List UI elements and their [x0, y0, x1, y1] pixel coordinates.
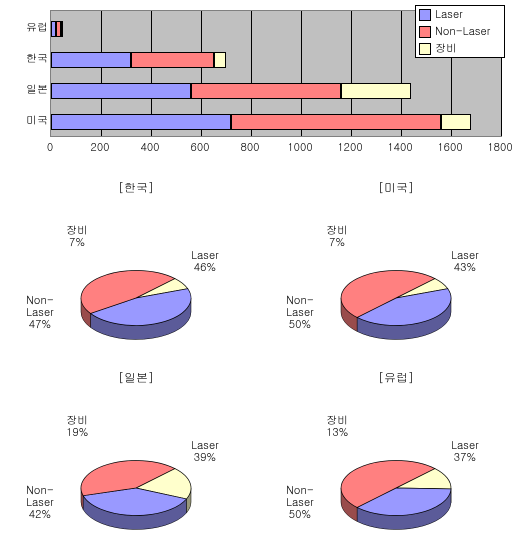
pie-cell: [일본] Laser39% Non-Laser42% 장비19%: [6, 365, 266, 555]
legend-label: 장비: [435, 41, 457, 56]
x-axis-label: 1400: [387, 140, 412, 155]
pie-chart: [6, 198, 266, 363]
pie-label-equip: 장비7%: [66, 225, 88, 249]
pie-cell: [한국] Laser46% Non-Laser47% 장비7%: [6, 175, 266, 365]
pie-label-nonlaser: Non-Laser47%: [26, 295, 54, 331]
bar-chart: Laser Non-Laser 장비 유럽한국일본미국 0 200 400 600 800 1…: [10, 5, 510, 165]
bar-segment-laser: [51, 83, 191, 99]
legend-item: 장비: [416, 40, 504, 57]
pie-label-equip: 장비7%: [326, 225, 348, 249]
pie-title: [유럽]: [266, 369, 526, 386]
bar-segment-nonlaser: [231, 114, 441, 130]
x-axis-label: 1200: [337, 140, 362, 155]
legend-label: Non-Laser: [435, 24, 490, 39]
y-axis-label: 한국: [10, 51, 48, 66]
pie-label-nonlaser: Non-Laser50%: [286, 485, 314, 521]
pie-label-laser: Laser46%: [191, 250, 219, 274]
x-axis-label: 1600: [437, 140, 462, 155]
pie-chart: [266, 388, 526, 553]
y-axis-label: 미국: [10, 113, 48, 128]
pie-title: [일본]: [6, 369, 266, 386]
pie-cell: [미국] Laser43% Non-Laser50% 장비7%: [266, 175, 526, 365]
x-axis-label: 800: [241, 140, 260, 155]
pie-label-laser: Laser43%: [451, 250, 479, 274]
legend-swatch: [419, 26, 431, 38]
bar-segment-equip: [341, 83, 411, 99]
bar-row: [51, 111, 471, 133]
legend-label: Laser: [435, 7, 463, 22]
legend-item: Non-Laser: [416, 23, 504, 40]
pies-grid: [한국] Laser46% Non-Laser47% 장비7% [미국] Laser43%…: [6, 175, 526, 555]
bar-segment-equip: [441, 114, 471, 130]
legend-swatch: [419, 43, 431, 55]
bar-segment-laser: [51, 114, 231, 130]
bar-segment-equip: [214, 52, 227, 68]
pie-label-nonlaser: Non-Laser42%: [26, 485, 54, 521]
y-axis-label: 일본: [10, 82, 48, 97]
y-axis-label: 유럽: [10, 20, 48, 35]
x-axis-label: 1000: [287, 140, 312, 155]
legend-item: Laser: [416, 6, 504, 23]
pie-row: [한국] Laser46% Non-Laser47% 장비7% [미국] Laser43%…: [6, 175, 526, 365]
x-axis-label: 0: [47, 140, 53, 155]
pie-chart: [6, 388, 266, 553]
pie-cell: [유럽] Laser37% Non-Laser50% 장비13%: [266, 365, 526, 555]
pie-label-laser: Laser37%: [451, 440, 479, 464]
x-axis-label: 600: [191, 140, 210, 155]
x-axis-label: 1800: [487, 140, 512, 155]
pie-title: [미국]: [266, 179, 526, 196]
x-axis-label: 200: [91, 140, 110, 155]
bar-row: [51, 49, 226, 71]
x-axis-label: 400: [141, 140, 160, 155]
bar-segment-equip: [61, 21, 63, 37]
pie-row: [일본] Laser39% Non-Laser42% 장비19% [유럽] Laser37…: [6, 365, 526, 555]
pie-title: [한국]: [6, 179, 266, 196]
pie-chart: [266, 198, 526, 363]
bar-row: [51, 18, 63, 40]
bar-segment-nonlaser: [131, 52, 214, 68]
pie-label-equip: 장비19%: [66, 415, 88, 439]
pie-label-equip: 장비13%: [326, 415, 348, 439]
legend: Laser Non-Laser 장비: [415, 5, 505, 58]
pie-label-laser: Laser39%: [191, 440, 219, 464]
legend-swatch: [419, 9, 431, 21]
bar-segment-laser: [51, 52, 131, 68]
bar-segment-nonlaser: [191, 83, 341, 99]
pie-label-nonlaser: Non-Laser50%: [286, 295, 314, 331]
bar-row: [51, 80, 411, 102]
